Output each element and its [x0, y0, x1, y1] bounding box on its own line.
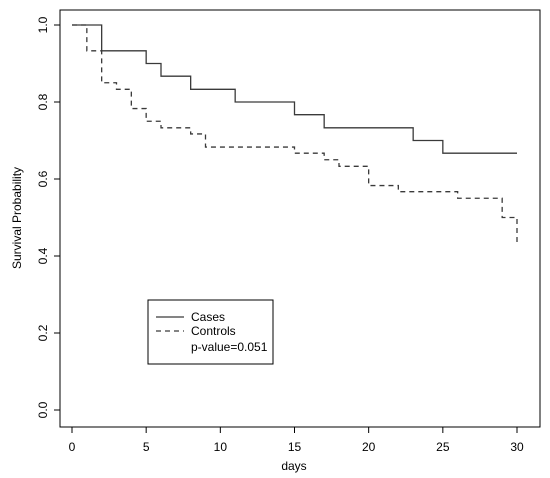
y-tick-label: 0.8 — [36, 93, 50, 110]
legend-label-cases: Cases — [191, 310, 225, 324]
plot-frame — [59, 9, 541, 428]
x-tick-label: 10 — [214, 440, 228, 454]
legend: Cases Controls p-value=0.051 — [147, 299, 274, 365]
x-tick-label: 30 — [510, 440, 524, 454]
y-axis-title: Survival Probability — [10, 167, 24, 269]
y-tick-label: 0.0 — [36, 401, 50, 418]
legend-pvalue: p-value=0.051 — [191, 340, 268, 354]
x-axis-title: days — [281, 459, 306, 473]
legend-label-controls: Controls — [191, 324, 236, 338]
series-line-cases — [72, 24, 517, 154]
series-layer — [72, 24, 518, 244]
y-tick-label: 0.4 — [36, 247, 50, 264]
legend-box — [147, 299, 274, 365]
x-tick-label: 0 — [69, 440, 76, 454]
series-line-controls — [72, 24, 518, 244]
x-axis: 0 5 10 15 20 25 30 — [69, 426, 524, 454]
x-tick-label: 5 — [143, 440, 150, 454]
y-tick-label: 1.0 — [36, 16, 50, 33]
x-tick-label: 15 — [288, 440, 302, 454]
x-tick-label: 25 — [436, 440, 450, 454]
y-tick-label: 0.2 — [36, 324, 50, 341]
x-tick-label: 20 — [362, 440, 376, 454]
y-tick-label: 0.6 — [36, 170, 50, 187]
y-axis: 0.0 0.2 0.4 0.6 0.8 1.0 — [36, 16, 61, 418]
